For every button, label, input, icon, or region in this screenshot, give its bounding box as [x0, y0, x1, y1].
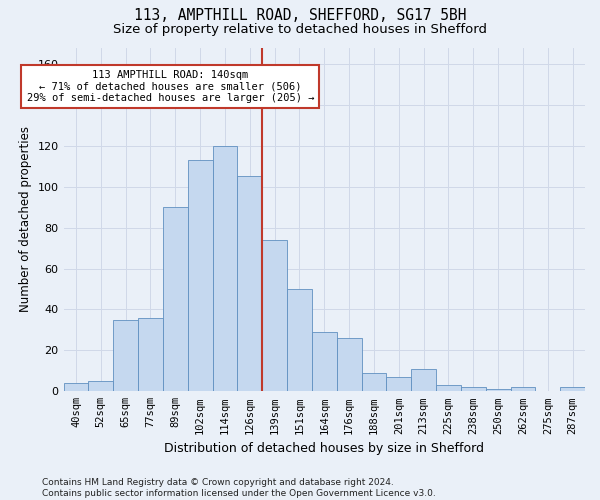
Bar — [188, 160, 212, 392]
Bar — [312, 332, 337, 392]
Bar — [436, 385, 461, 392]
Bar — [362, 373, 386, 392]
Bar — [411, 369, 436, 392]
Bar — [485, 390, 511, 392]
Y-axis label: Number of detached properties: Number of detached properties — [19, 126, 32, 312]
Bar — [287, 289, 312, 392]
Text: 113, AMPTHILL ROAD, SHEFFORD, SG17 5BH: 113, AMPTHILL ROAD, SHEFFORD, SG17 5BH — [134, 8, 466, 22]
Bar — [88, 381, 113, 392]
Bar — [64, 383, 88, 392]
Bar — [262, 240, 287, 392]
Bar — [238, 176, 262, 392]
Bar — [461, 387, 485, 392]
Bar — [163, 207, 188, 392]
X-axis label: Distribution of detached houses by size in Shefford: Distribution of detached houses by size … — [164, 442, 484, 455]
Text: 113 AMPTHILL ROAD: 140sqm
← 71% of detached houses are smaller (506)
29% of semi: 113 AMPTHILL ROAD: 140sqm ← 71% of detac… — [26, 70, 314, 103]
Bar — [138, 318, 163, 392]
Bar — [386, 377, 411, 392]
Bar — [511, 387, 535, 392]
Text: Size of property relative to detached houses in Shefford: Size of property relative to detached ho… — [113, 22, 487, 36]
Bar — [113, 320, 138, 392]
Bar — [212, 146, 238, 392]
Text: Contains HM Land Registry data © Crown copyright and database right 2024.
Contai: Contains HM Land Registry data © Crown c… — [42, 478, 436, 498]
Bar — [560, 387, 585, 392]
Bar — [337, 338, 362, 392]
